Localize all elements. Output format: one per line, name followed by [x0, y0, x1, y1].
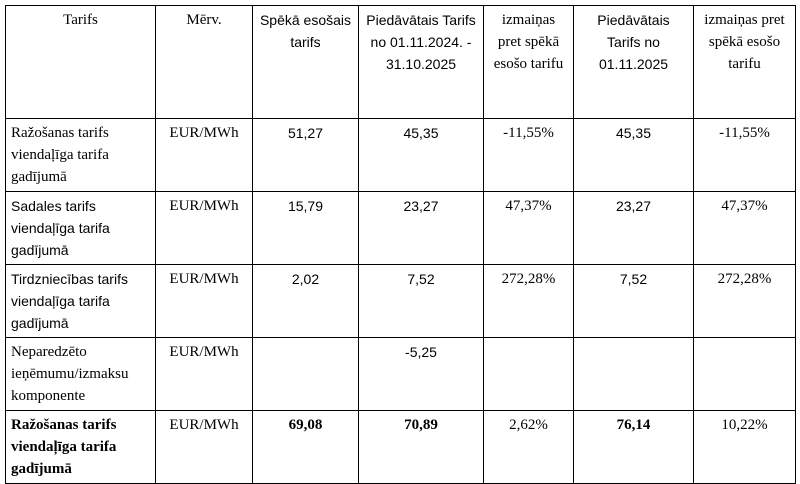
table-cell: 45,35 — [573, 118, 694, 192]
table-cell: Tirdzniecības tarifs viendaļīga tarifa g… — [5, 264, 156, 338]
table-cell: EUR/MWh — [155, 337, 253, 411]
table-cell — [693, 337, 796, 411]
table-cell: Neparedzēto ieņēmumu/izmaksu komponente — [5, 337, 156, 411]
header-cell: Mērv. — [155, 5, 253, 119]
header-cell: Spēkā esošais tarifs — [252, 5, 359, 119]
table-row: Neparedzēto ieņēmumu/izmaksu komponente … — [5, 337, 796, 411]
table-cell: 69,08 — [252, 410, 359, 484]
table-cell: 23,27 — [573, 191, 694, 265]
table-cell: 47,37% — [483, 191, 574, 265]
table-cell: EUR/MWh — [155, 191, 253, 265]
table-cell: -11,55% — [693, 118, 796, 192]
header-cell: izmaiņas pret spēkā esošo tarifu — [693, 5, 796, 119]
table-cell: 2,62% — [483, 410, 574, 484]
table-cell: EUR/MWh — [155, 264, 253, 338]
table-cell — [573, 337, 694, 411]
table-cell: 7,52 — [573, 264, 694, 338]
table-cell: Sadales tarifs viendaļīga tarifa gadījum… — [5, 191, 156, 265]
header-cell: izmaiņas pret spēkā esošo tarifu — [483, 5, 574, 119]
table-row: Tirdzniecības tarifs viendaļīga tarifa g… — [5, 264, 796, 338]
header-cell: Piedāvātais Tarifs no 01.11.2024. - 31.1… — [358, 5, 484, 119]
page: Tarifs Mērv. Spēkā esošais tarifs Piedāv… — [5, 5, 796, 484]
table-row: Sadales tarifs viendaļīga tarifa gadījum… — [5, 191, 796, 265]
header-row: Tarifs Mērv. Spēkā esošais tarifs Piedāv… — [5, 5, 796, 119]
table-cell: 10,22% — [693, 410, 796, 484]
table-cell: 2,02 — [252, 264, 359, 338]
table-cell: EUR/MWh — [155, 118, 253, 192]
table-row: Ražošanas tarifs viendaļīga tarifa gadīj… — [5, 118, 796, 192]
table-cell: -5,25 — [358, 337, 484, 411]
table-cell: Ražošanas tarifs viendaļīga tarifa gadīj… — [5, 118, 156, 192]
table-cell: 7,52 — [358, 264, 484, 338]
tariff-table: Tarifs Mērv. Spēkā esošais tarifs Piedāv… — [5, 5, 796, 484]
table-cell: 272,28% — [693, 264, 796, 338]
table-row: Ražošanas tarifs viendaļīga tarifa gadīj… — [5, 410, 796, 484]
table-cell — [252, 337, 359, 411]
header-cell: Tarifs — [5, 5, 156, 119]
table-cell: 23,27 — [358, 191, 484, 265]
table-cell: 272,28% — [483, 264, 574, 338]
table-cell: 15,79 — [252, 191, 359, 265]
table-cell: 76,14 — [573, 410, 694, 484]
table-cell: 51,27 — [252, 118, 359, 192]
table-cell: 47,37% — [693, 191, 796, 265]
table-cell: 45,35 — [358, 118, 484, 192]
table-cell: -11,55% — [483, 118, 574, 192]
table-cell: Ražošanas tarifs viendaļīga tarifa gadīj… — [5, 410, 156, 484]
header-cell: Piedāvātais Tarifs no 01.11.2025 — [573, 5, 694, 119]
table-cell: 70,89 — [358, 410, 484, 484]
table-cell: EUR/MWh — [155, 410, 253, 484]
table-cell — [483, 337, 574, 411]
